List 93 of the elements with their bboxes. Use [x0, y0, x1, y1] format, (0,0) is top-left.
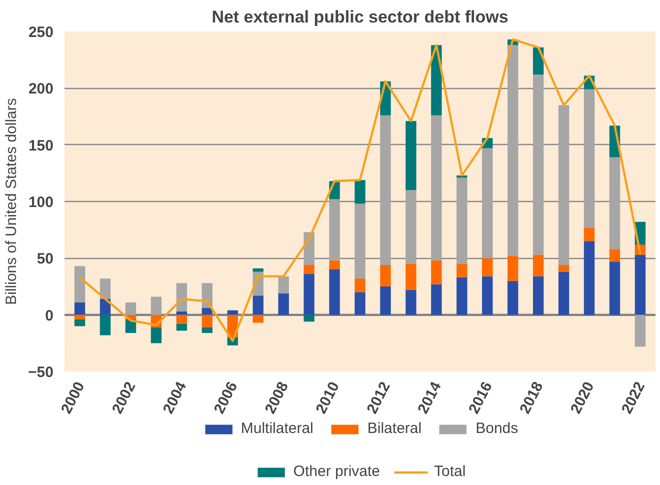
bar — [74, 266, 86, 302]
bar — [150, 296, 162, 315]
bar — [482, 258, 493, 276]
legend-label: Bonds — [476, 420, 518, 437]
bar — [431, 284, 442, 315]
bar — [202, 314, 213, 328]
x-tick-label: 2018 — [516, 379, 547, 417]
y-tick-label: −50 — [28, 364, 54, 381]
bar — [252, 268, 264, 272]
bar — [584, 89, 595, 228]
bar — [252, 314, 264, 323]
chart-title: Net external public sector debt flows — [212, 8, 508, 26]
x-tick-label: 2012 — [364, 379, 394, 417]
legend-label: Bilateral — [367, 420, 422, 437]
bar — [456, 178, 468, 264]
bar — [150, 327, 162, 344]
bar — [304, 264, 314, 274]
bar — [406, 264, 416, 290]
bar — [532, 254, 544, 276]
bar — [482, 276, 493, 315]
bar — [100, 278, 111, 299]
bar — [507, 256, 518, 281]
bar — [558, 264, 570, 272]
bar — [584, 241, 595, 315]
bar — [380, 115, 391, 265]
bar — [202, 327, 213, 333]
bar — [354, 180, 366, 204]
bar — [456, 264, 468, 278]
bar — [227, 310, 238, 315]
bar — [507, 45, 518, 256]
x-tick-label: 2004 — [160, 378, 190, 417]
bar — [176, 324, 188, 331]
legend-label: Multilateral — [240, 420, 314, 437]
bar — [354, 292, 366, 315]
bar — [278, 293, 289, 315]
y-axis-title: Billions of United States dollars — [3, 98, 20, 305]
line-series — [78, 38, 642, 342]
x-tick-label: 2008 — [262, 379, 292, 417]
x-tick-label: 2000 — [58, 379, 88, 417]
bar — [406, 290, 416, 315]
bar — [125, 302, 136, 315]
bar — [74, 302, 86, 315]
x-tick-label: 2020 — [567, 379, 598, 417]
y-tick-label: 200 — [28, 80, 54, 98]
bar — [354, 204, 366, 279]
bar — [456, 277, 468, 315]
bar — [634, 314, 646, 347]
bar — [532, 74, 544, 255]
x-tick-label: 2010 — [312, 379, 343, 417]
bar — [482, 148, 493, 258]
bar — [609, 249, 620, 262]
bar — [329, 199, 340, 260]
y-tick-label: 50 — [36, 250, 54, 268]
y-tick-label: 150 — [28, 137, 54, 154]
bar — [584, 228, 595, 242]
bar — [304, 274, 314, 315]
bar — [431, 260, 442, 284]
bar — [609, 157, 620, 250]
bar — [634, 254, 646, 315]
x-tick-label: 2006 — [210, 379, 242, 417]
legend-label: Total — [434, 463, 466, 480]
y-tick-label: 100 — [28, 194, 54, 211]
bar — [406, 190, 416, 264]
bar — [609, 262, 620, 315]
bar — [406, 121, 416, 190]
y-tick-label: 0 — [45, 307, 54, 324]
bar — [558, 272, 570, 315]
bar — [176, 314, 188, 324]
bar — [100, 298, 111, 315]
x-tick-label: 2016 — [466, 379, 496, 417]
bar — [431, 115, 442, 260]
bar — [74, 314, 86, 320]
x-tick-label: 2002 — [108, 379, 140, 417]
x-tick-label: 2022 — [618, 379, 649, 417]
bar — [278, 276, 289, 294]
bar — [176, 283, 188, 312]
bar — [380, 286, 391, 315]
bar — [329, 270, 340, 315]
legend-label: Other private — [293, 463, 380, 480]
bar — [558, 105, 570, 265]
bar — [354, 278, 366, 292]
x-tick-label: 2014 — [414, 378, 446, 417]
bar — [252, 296, 264, 315]
bar — [202, 308, 213, 315]
bar — [176, 311, 188, 315]
bar — [74, 319, 86, 326]
bar — [329, 260, 340, 270]
bar — [304, 314, 314, 322]
bar — [380, 264, 391, 286]
y-tick-label: 250 — [28, 24, 54, 41]
bar — [507, 280, 518, 315]
bar — [100, 314, 111, 336]
bar — [532, 276, 544, 315]
